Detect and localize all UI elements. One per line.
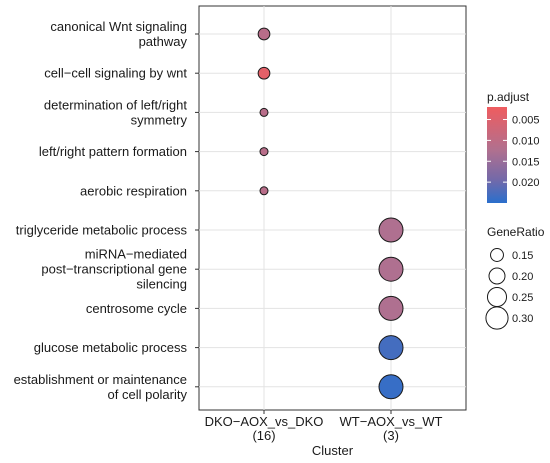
data-point	[378, 217, 404, 243]
color-legend-tick-label: 0.010	[512, 135, 540, 147]
size-legend-label: 0.20	[512, 271, 533, 283]
size-legend-circle	[485, 306, 509, 330]
y-tick-label: establishment or maintenance	[14, 372, 187, 387]
x-axis-cluster-labels: DKO−AOX_vs_DKO(16) WT−AOX_vs_WT(3)	[205, 410, 443, 443]
data-points	[257, 27, 404, 400]
data-point	[378, 295, 404, 321]
data-point	[257, 66, 271, 80]
size-legend-circle	[488, 267, 506, 285]
data-point	[259, 107, 269, 117]
data-point	[259, 147, 269, 157]
data-point	[378, 256, 404, 282]
y-tick-label: silencing	[136, 277, 187, 292]
data-point	[378, 335, 404, 361]
data-point	[259, 186, 269, 196]
y-tick-label: determination of left/right	[44, 97, 187, 112]
y-tick-label: left/right pattern formation	[39, 144, 187, 159]
y-tick-label: of cell polarity	[108, 387, 188, 402]
y-tick-label: post−transcriptional gene	[41, 262, 187, 277]
data-point	[378, 374, 404, 400]
data-point	[257, 27, 271, 41]
y-tick-label: canonical Wnt signaling	[50, 19, 187, 34]
size-legend: GeneRatio 0.15 0.20 0.25 0.30	[485, 225, 545, 330]
size-legend-title: GeneRatio	[487, 225, 545, 239]
color-legend-tick-label: 0.015	[512, 156, 540, 168]
size-legend-circle	[490, 248, 504, 262]
size-legend-circle	[486, 286, 508, 308]
y-tick-label: pathway	[139, 34, 188, 49]
color-legend-ticks: 0.005 0.010 0.015 0.020	[487, 115, 540, 189]
y-tick-label: cell−cell signaling by wnt	[44, 66, 187, 81]
plot-panel	[198, 5, 467, 411]
y-tick-label: glucose metabolic process	[34, 340, 188, 355]
color-legend-bar	[487, 107, 507, 203]
size-legend-label: 0.25	[512, 292, 533, 304]
size-legend-label: 0.30	[512, 313, 533, 325]
y-tick-label: triglyceride metabolic process	[16, 223, 188, 238]
color-legend-title: p.adjust	[487, 90, 530, 104]
color-legend-tick-label: 0.020	[512, 177, 540, 189]
x-tick-label: (16)	[252, 428, 275, 443]
y-tick-label: miRNA−mediated	[85, 247, 187, 262]
y-tick-label: aerobic respiration	[80, 183, 187, 198]
x-tick-label: DKO−AOX_vs_DKO	[205, 414, 324, 429]
color-legend: p.adjust 0.005 0.010 0.015 0.020	[487, 90, 540, 203]
y-tick-label: centrosome cycle	[86, 301, 187, 316]
color-legend-tick-label: 0.005	[512, 115, 540, 127]
x-tick-label: WT−AOX_vs_WT	[340, 414, 443, 429]
x-axis-title: Cluster	[312, 443, 354, 458]
size-legend-entries: 0.15 0.20 0.25 0.30	[485, 248, 533, 330]
x-tick-label: (3)	[383, 428, 399, 443]
y-tick-label: symmetry	[131, 112, 188, 127]
size-legend-label: 0.15	[512, 250, 533, 262]
